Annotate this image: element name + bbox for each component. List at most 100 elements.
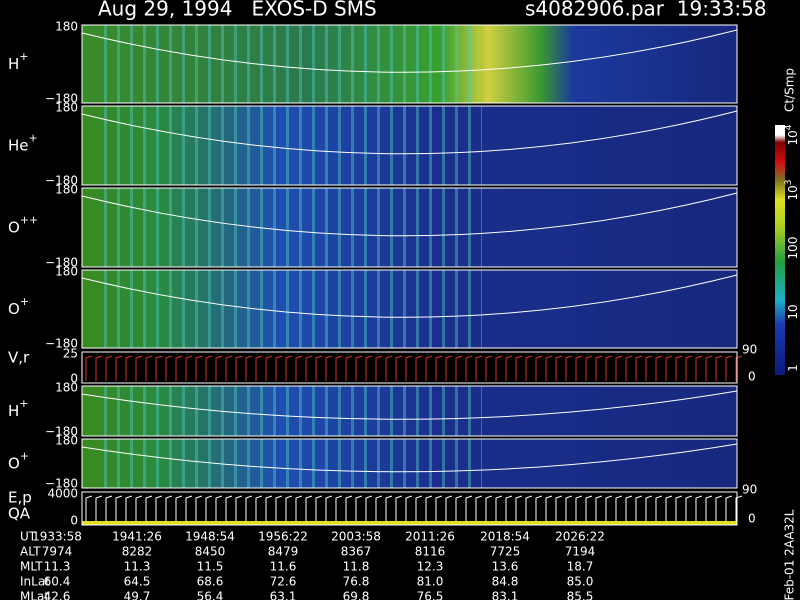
- cell: 84.8: [492, 575, 519, 589]
- cell: 7725: [490, 545, 521, 559]
- trace-curve: [81, 443, 738, 473]
- panel-label: O+: [8, 295, 29, 318]
- element: He: [8, 136, 29, 154]
- y-tick-label: −180: [45, 337, 78, 351]
- y-tick-label: 180: [55, 101, 78, 115]
- y-tick-label: 180: [55, 434, 78, 448]
- tick-base: 10: [786, 130, 800, 145]
- cell: 2026:22: [555, 530, 605, 544]
- panel-frame: [81, 24, 738, 104]
- tick-base: 10: [786, 185, 800, 200]
- cell: 60.4: [44, 575, 71, 589]
- y-tick-label: 180: [55, 183, 78, 197]
- panel-label: E,p: [8, 489, 32, 507]
- colorbar-tick: 1: [786, 364, 800, 372]
- panel-frame: [81, 385, 738, 437]
- y-tick-label: −180: [45, 256, 78, 270]
- cell: 18.7: [567, 560, 594, 574]
- y-tick-label: 0: [70, 514, 78, 528]
- y-tick-label: 25: [63, 347, 78, 361]
- trace-curve: [81, 192, 738, 237]
- cell: 1948:54: [185, 530, 235, 544]
- y-tick-label: 180: [55, 20, 78, 34]
- y-tick-label: 0: [70, 372, 78, 386]
- colorbar-unit: Ct/Smp: [783, 68, 797, 112]
- panel-label: O+: [8, 450, 29, 473]
- element: O: [8, 218, 20, 236]
- y-tick-label: −180: [45, 425, 78, 439]
- trace-curve: [81, 390, 738, 420]
- cell: 56.4: [197, 590, 224, 600]
- cell: 1956:22: [258, 530, 308, 544]
- panel-frame: [81, 105, 738, 186]
- cell: 8282: [122, 545, 153, 559]
- cell: 1933:58: [32, 530, 82, 544]
- tick-exp: 4: [784, 124, 794, 130]
- cell: 2011:26: [405, 530, 455, 544]
- spectrogram-stripes: [102, 270, 482, 348]
- panel-label: H+: [8, 50, 29, 73]
- cell: 7194: [565, 545, 596, 559]
- element: O: [8, 454, 20, 472]
- trace-marks: [85, 355, 743, 381]
- panel-frame: [81, 269, 738, 349]
- charge: +: [20, 450, 29, 463]
- trace-curve: [81, 274, 738, 318]
- cell: 11.8: [343, 560, 370, 574]
- qa-bar: [82, 521, 737, 525]
- right-tick-label: 0: [748, 370, 756, 384]
- y-tick-label: 180: [55, 381, 78, 395]
- file-label: s4082906.par 19:33:58: [525, 0, 767, 21]
- trace-curve: [81, 110, 738, 155]
- cell: 83.1: [492, 590, 519, 600]
- right-tick-label: 0: [748, 512, 756, 526]
- y-tick-label: −180: [45, 92, 78, 106]
- charge: +: [19, 50, 28, 63]
- charge: +: [19, 397, 28, 410]
- colorbar-tick: 104: [784, 124, 800, 145]
- spectrogram-stripes: [102, 188, 482, 267]
- side-note: Feb-01 2AA32L: [783, 509, 797, 600]
- y-tick-label: 180: [55, 265, 78, 279]
- cell: 1941:26: [112, 530, 162, 544]
- cell: 8450: [195, 545, 226, 559]
- right-tick-label: 90: [742, 343, 757, 357]
- element: H: [8, 402, 19, 420]
- row-label: UT: [20, 530, 37, 544]
- colorbar-tick: 10: [786, 304, 800, 319]
- cell: 8116: [415, 545, 446, 559]
- title: Aug 29, 1994 EXOS-D SMS: [98, 0, 377, 21]
- charge: ++: [20, 214, 38, 227]
- spectrogram-stripes: [102, 106, 482, 185]
- cell: 11.3: [124, 560, 151, 574]
- cell: 13.6: [492, 560, 519, 574]
- y-tick-label: −180: [45, 477, 78, 491]
- panel-frame: [81, 491, 738, 526]
- cell: 42.6: [44, 590, 71, 600]
- row-label: MLT: [20, 560, 43, 574]
- cell: 81.0: [417, 575, 444, 589]
- cell: 69.8: [343, 590, 370, 600]
- cell: 85.5: [567, 590, 594, 600]
- colorbar-tick: 100: [786, 237, 800, 260]
- element: O: [8, 300, 20, 318]
- cell: 11.6: [270, 560, 297, 574]
- panel-frame: [81, 351, 738, 384]
- cell: 11.3: [44, 560, 71, 574]
- trace-marks: [85, 495, 743, 523]
- panel-label: V,r: [8, 349, 30, 367]
- cell: 2003:58: [331, 530, 381, 544]
- y-tick-label: −180: [45, 174, 78, 188]
- cell: 11.5: [197, 560, 224, 574]
- panel-label: O++: [8, 214, 38, 237]
- cell: 63.1: [270, 590, 297, 600]
- spectrogram-stripes: [102, 439, 482, 488]
- tick-base: 10: [786, 304, 800, 319]
- row-label: MLat: [20, 590, 49, 600]
- cell: 85.0: [567, 575, 594, 589]
- panel-frame: [81, 438, 738, 489]
- panel-label: H+: [8, 397, 29, 420]
- charge: +: [29, 132, 38, 145]
- y-tick-label: 4000: [47, 487, 78, 501]
- cell: 76.8: [343, 575, 370, 589]
